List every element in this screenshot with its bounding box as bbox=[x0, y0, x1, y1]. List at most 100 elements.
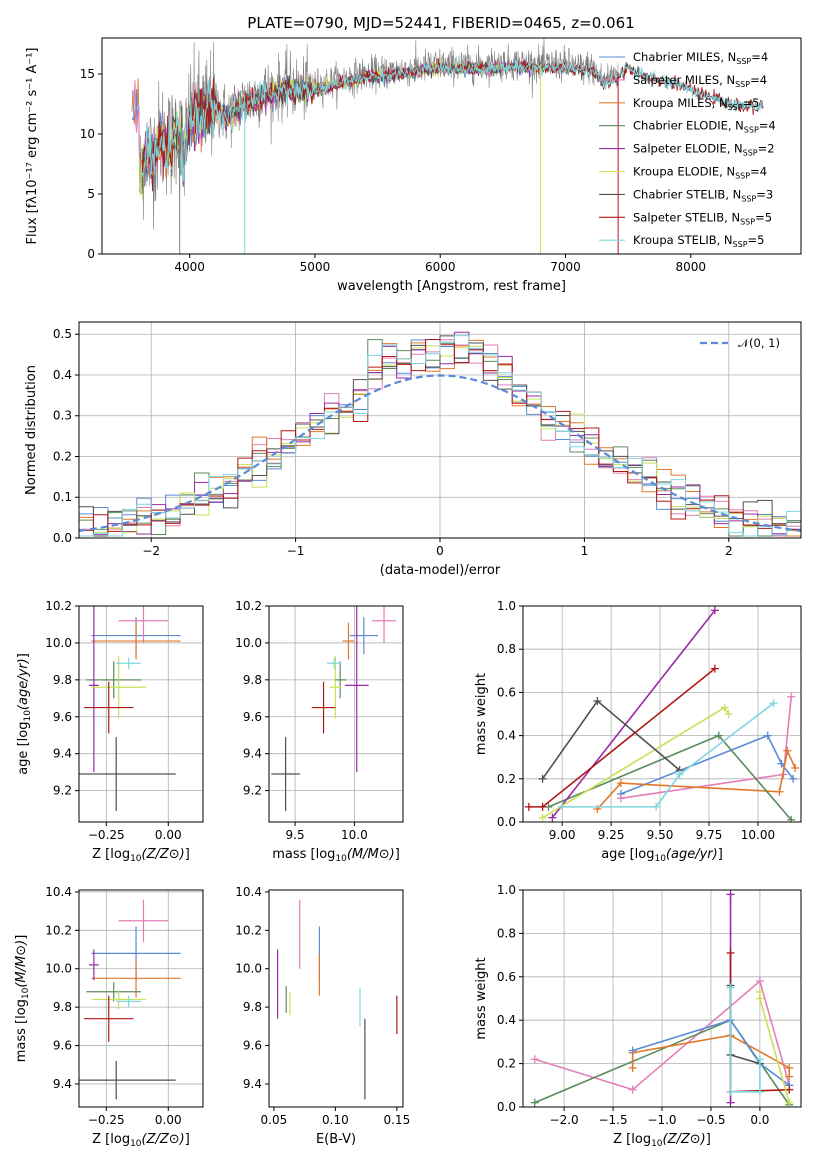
y-tick-label: 9.2 bbox=[243, 784, 262, 798]
errorbar-chabrier-stelib bbox=[79, 1060, 176, 1100]
legend-entry: Kroupa ELODIE, NSSP=4 bbox=[633, 165, 767, 181]
label-sub: 10 bbox=[654, 854, 666, 864]
x-tick-label: 0.10 bbox=[322, 1113, 349, 1127]
errorbar-kroupa-miles bbox=[342, 622, 355, 660]
y-tick-label: 9.4 bbox=[243, 747, 262, 761]
weight-line-kroupa-elodie bbox=[755, 987, 794, 1107]
weight-line bbox=[632, 1019, 790, 1086]
legend-sub: SSP bbox=[740, 217, 755, 226]
label-part: mass [log bbox=[272, 847, 335, 862]
errorbar-kroupa-miles bbox=[91, 622, 181, 660]
weight-line-kroupa-miles bbox=[593, 746, 800, 814]
legend-label: Kroupa MILES, N bbox=[633, 96, 728, 110]
errorbar-kroupa-miles bbox=[91, 959, 181, 998]
legend-count: =4 bbox=[750, 165, 767, 179]
label-part: Z [log bbox=[613, 1132, 651, 1147]
weight-line-salpeter-elodie bbox=[548, 606, 719, 822]
weight-line bbox=[562, 702, 775, 808]
panel-weight-vs-age: 9.00 9.25 9.50 9.75 10.00 0.0 0.2 0.4 0.6 0.8 1.0 m… bbox=[474, 599, 802, 864]
y-tick-label: 10.0 bbox=[45, 962, 72, 976]
x-axis-label: E(B-V) bbox=[316, 1132, 356, 1147]
y-tick-label: 0.0 bbox=[497, 815, 516, 829]
legend-label: Kroupa ELODIE, N bbox=[633, 165, 735, 179]
label-sub: 10 bbox=[130, 1139, 142, 1149]
errorbar-chabrier-stelib bbox=[271, 737, 300, 811]
weight-line-salpeter-stelib bbox=[524, 664, 719, 811]
label-part: age [log bbox=[16, 722, 31, 775]
axes-frame bbox=[78, 605, 204, 823]
errorbar-kroupa-elodie bbox=[329, 655, 342, 719]
panel-weight-vs-Z: −2.0 −1.5 −1.0 −0.5 0.0 0.0 0.2 0.4 0.6 0.8 1.0 mas… bbox=[474, 883, 802, 1149]
axes-frame bbox=[78, 321, 802, 539]
weight-line bbox=[596, 748, 796, 810]
plot-area bbox=[79, 899, 181, 1100]
x-tick-label: 8000 bbox=[675, 260, 706, 274]
legend-entry: Salpeter MILES, NSSP=4 bbox=[633, 73, 767, 89]
weight-line-salpeter-miles bbox=[616, 692, 796, 803]
y-tick-label: 0.4 bbox=[497, 1013, 516, 1027]
y-tick-label: 0.2 bbox=[497, 1057, 516, 1071]
y-axis-label: age [log10(age/yr)] bbox=[16, 653, 33, 775]
errorbar-kroupa-stelib bbox=[116, 995, 141, 1008]
panel-mass-vs-EBV: 0.05 0.10 0.15 9.4 9.6 9.8 10.0 10.2 10.4 E(B-V) bbox=[235, 885, 410, 1147]
x-axis-label: wavelength [Angstrom, rest frame] bbox=[337, 279, 566, 294]
axes-frame bbox=[101, 37, 802, 255]
legend-count: =2 bbox=[758, 142, 775, 156]
x-tick-label: −1 bbox=[287, 544, 305, 558]
x-axis-label: Z [log10(Z/Z⊙)] bbox=[613, 1132, 711, 1149]
model-salpeter-elodie bbox=[139, 59, 541, 188]
label-part: (age/yr) bbox=[666, 847, 718, 862]
x-tick-label: 6000 bbox=[425, 260, 456, 274]
y-tick-label: 10.4 bbox=[235, 885, 262, 899]
axes-frame bbox=[522, 605, 802, 823]
y-tick-label: 10.4 bbox=[45, 885, 72, 899]
legend-entry: Chabrier ELODIE, NSSP=4 bbox=[633, 119, 776, 135]
y-tick-label: 9.6 bbox=[243, 710, 262, 724]
errorbar-salpeter-miles bbox=[118, 606, 169, 643]
label-part: (Z/Z⊙) bbox=[142, 1132, 185, 1147]
label-part: mass [log bbox=[14, 999, 29, 1062]
y-tick-label: 0 bbox=[87, 247, 95, 261]
grid-lines bbox=[79, 890, 203, 1107]
y-tick-label: 9.6 bbox=[53, 710, 72, 724]
errorbar-salpeter-stelib bbox=[311, 681, 336, 734]
errorbar-salpeter-elodie bbox=[88, 606, 99, 773]
x-tick-label: −2.0 bbox=[550, 1113, 579, 1127]
x-tick-label: 0.15 bbox=[383, 1113, 410, 1127]
legend-sub: SSP bbox=[735, 80, 750, 89]
legend-entry: 𝒩(0, 1) bbox=[738, 336, 780, 350]
label-part: ] bbox=[185, 847, 190, 862]
y-tick-label: 0.0 bbox=[497, 1100, 516, 1114]
y-tick-label: 0.6 bbox=[497, 970, 516, 984]
legend-entry: Chabrier STELIB, NSSP=3 bbox=[633, 187, 773, 203]
label-part: (Z/Z⊙) bbox=[663, 1132, 706, 1147]
x-tick-label: 5000 bbox=[300, 260, 331, 274]
y-tick-label: 15 bbox=[80, 67, 95, 81]
panel-age-vs-mass: 9.5 10.0 9.2 9.4 9.6 9.8 10.0 10.2 mass [log10(M… bbox=[235, 599, 404, 864]
x-tick-label: 10.00 bbox=[741, 828, 775, 842]
y-tick-label: 9.6 bbox=[243, 1039, 262, 1053]
y-tick-label: 9.4 bbox=[53, 1077, 72, 1091]
errorbar-kroupa-elodie bbox=[91, 655, 146, 719]
y-tick-label: 9.8 bbox=[53, 1000, 72, 1014]
panel-mass-vs-Z: −0.25 0.009.49.69.810.010.210.4Z [log10(Z… bbox=[14, 885, 204, 1149]
y-tick-label: 10.2 bbox=[45, 923, 72, 937]
legend-label: Salpeter STELIB, N bbox=[633, 210, 740, 224]
errorbar-salpeter-elodie bbox=[344, 606, 369, 773]
label-part: (M/M⊙) bbox=[347, 847, 395, 862]
y-tick-label: 10.2 bbox=[45, 599, 72, 613]
y-axis-label: Flux [fλ10⁻¹⁷ erg cm⁻² s⁻¹ A⁻¹] bbox=[25, 48, 40, 245]
axes-frame bbox=[268, 605, 404, 823]
label-part: Z [log bbox=[92, 1132, 130, 1147]
errorbar-salpeter-miles bbox=[118, 899, 169, 942]
label-part: age [log bbox=[601, 847, 654, 862]
y-tick-label: 10.0 bbox=[235, 636, 262, 650]
y-tick-label: 10.0 bbox=[235, 962, 262, 976]
label-sub: 10 bbox=[335, 854, 347, 864]
x-tick-label: −1.5 bbox=[598, 1113, 627, 1127]
x-tick-label: 9.75 bbox=[696, 828, 723, 842]
y-axis-label: mass weight bbox=[474, 957, 489, 1039]
y-tick-label: 0.8 bbox=[497, 926, 516, 940]
weight-line-chabrier-elodie bbox=[544, 731, 796, 822]
errorbar-salpeter-miles bbox=[372, 606, 396, 643]
